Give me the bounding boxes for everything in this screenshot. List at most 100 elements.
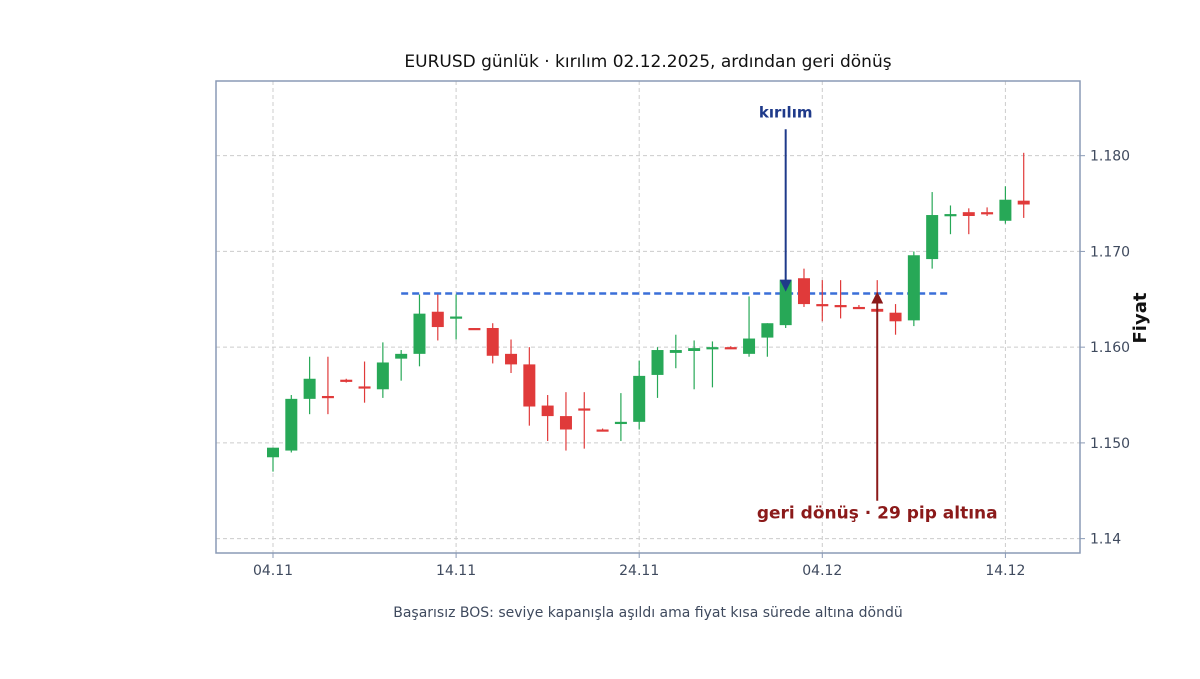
candle-bullish	[999, 186, 1012, 224]
candle-bearish	[962, 208, 975, 235]
y-tick-label: 1.170	[1090, 244, 1130, 260]
candle-body	[834, 305, 847, 308]
candle-body	[981, 212, 994, 215]
axes-group: 1.14 1.150 1.160 1.170 1.180 04.11 14.11 24.11 0…	[253, 149, 1130, 579]
candle-bearish	[596, 428, 609, 432]
candle-body	[450, 316, 463, 319]
x-tick-label: 04.11	[253, 563, 293, 579]
candle-bearish	[559, 392, 572, 451]
return-label: geri dönüş · 29 pip altına	[757, 504, 998, 524]
y-tick-label: 1.150	[1090, 436, 1130, 452]
y-tick-label: 1.160	[1090, 340, 1130, 356]
candle-bearish	[523, 347, 536, 426]
candle-bullish	[285, 395, 298, 453]
candle-body	[303, 378, 316, 399]
x-tick-label: 14.11	[436, 563, 476, 579]
candle-bullish	[303, 356, 316, 415]
candle-body	[761, 323, 774, 338]
y-tick-label: 1.14	[1090, 532, 1121, 548]
candle-bullish	[706, 341, 719, 388]
chart-title: EURUSD günlük · kırılım 02.12.2025, ardı…	[404, 52, 891, 72]
candle-body	[999, 199, 1012, 221]
candle-bullish	[651, 347, 664, 398]
candle-body	[413, 313, 426, 354]
candle-bullish	[779, 280, 792, 329]
candle-bearish	[816, 280, 829, 322]
candle-body	[944, 214, 957, 217]
candle-bullish	[688, 340, 701, 390]
x-tick-label: 24.11	[619, 563, 659, 579]
candle-bullish	[450, 294, 463, 340]
candle-bullish	[669, 334, 682, 369]
plot-frame	[215, 80, 1081, 554]
candle-bearish	[321, 356, 334, 415]
candle-body	[651, 350, 664, 375]
candle-bearish	[468, 328, 481, 331]
candle-bullish	[743, 296, 756, 357]
y-axis-label: Fiyat	[1130, 292, 1151, 343]
candle-body	[376, 362, 389, 390]
candle-body	[816, 304, 829, 307]
candle-body	[578, 408, 591, 411]
x-tick-label: 14.12	[985, 563, 1025, 579]
candle-body	[743, 338, 756, 354]
candle-bearish	[1017, 152, 1030, 218]
candle-bearish	[852, 305, 865, 310]
candle-body	[340, 379, 353, 382]
candle-body	[889, 312, 902, 322]
candle-bullish	[614, 393, 627, 441]
candle-bullish	[761, 323, 774, 357]
y-tick-label: 1.180	[1090, 149, 1130, 165]
candle-bearish	[486, 323, 499, 364]
candle-bearish	[724, 346, 737, 350]
x-tick-label: 04.12	[802, 563, 842, 579]
candle-body	[285, 398, 298, 451]
candle-body	[1017, 200, 1030, 205]
grid-lines	[216, 81, 1080, 553]
candle-body	[907, 255, 920, 321]
candle-body	[541, 405, 554, 417]
candle-body	[633, 375, 646, 422]
candle-body	[486, 328, 499, 356]
candle-bearish	[578, 392, 591, 449]
candle-body	[724, 347, 737, 350]
candle-bullish	[267, 447, 279, 472]
candle-bullish	[926, 192, 939, 269]
candle-bullish	[395, 350, 408, 381]
candle-body	[614, 421, 627, 425]
candle-bearish	[358, 361, 371, 403]
candle-body	[797, 278, 810, 305]
candle-bearish	[431, 294, 444, 341]
candle-bullish	[907, 251, 920, 327]
candle-bearish	[889, 304, 902, 335]
candle-body	[358, 386, 371, 389]
candle-bearish	[834, 280, 847, 319]
candle-body	[688, 348, 701, 351]
candle-bullish	[376, 342, 389, 398]
candle-bullish	[413, 294, 426, 367]
candle-body	[523, 364, 536, 407]
candle-bearish	[505, 339, 518, 374]
candle-body	[962, 212, 975, 216]
candle-bearish	[797, 268, 810, 307]
annotations-group: kırılım geri dönüş · 29 pip altına	[757, 103, 998, 523]
candle-bullish	[944, 205, 957, 235]
candle-bullish	[633, 360, 646, 430]
candle-body	[395, 353, 408, 359]
candle-body	[321, 395, 334, 399]
candle-body	[267, 447, 279, 458]
candle-body	[779, 280, 792, 326]
breakout-label: kırılım	[759, 103, 813, 121]
candle-body	[431, 311, 444, 328]
candle-body	[505, 353, 518, 365]
candle-body	[852, 306, 865, 310]
candles-group	[267, 152, 1030, 472]
candle-body	[559, 416, 572, 430]
candle-bearish	[981, 207, 994, 216]
candle-body	[926, 215, 939, 260]
chart-subtitle: Başarısız BOS: seviye kapanışla aşıldı a…	[393, 605, 903, 621]
candle-body	[596, 429, 609, 432]
candle-body	[468, 328, 481, 331]
